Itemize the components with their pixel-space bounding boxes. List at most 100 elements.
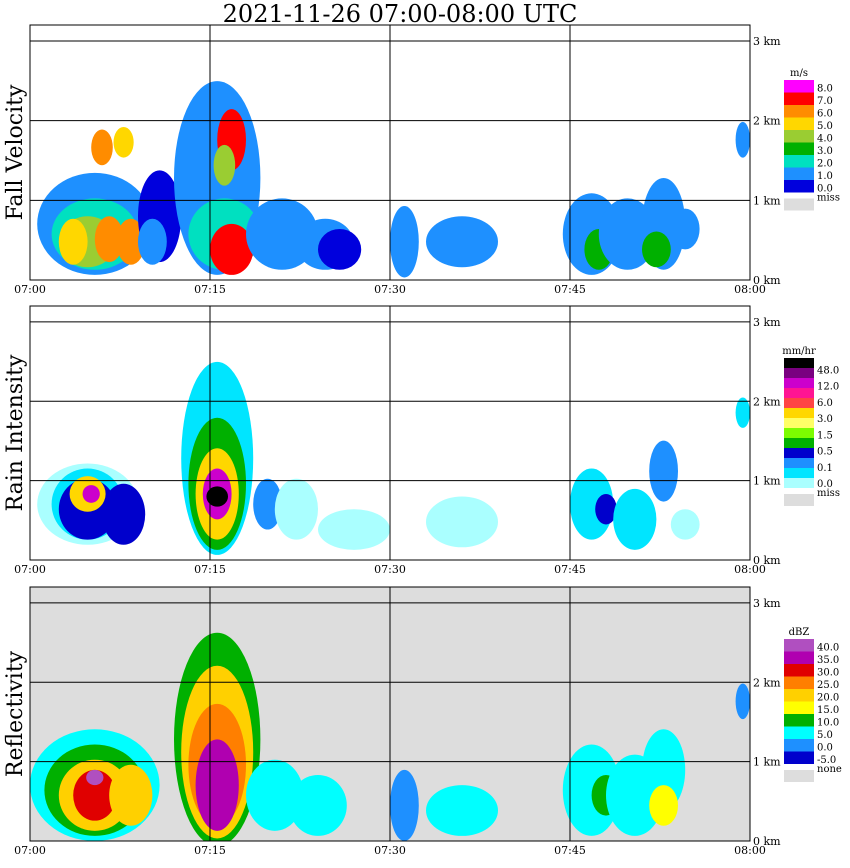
y-tick-label: 3 km — [753, 597, 781, 610]
legend-label: 15.0 — [817, 705, 839, 716]
echo-cell — [102, 483, 146, 545]
y-tick-label: 1 km — [753, 475, 781, 488]
reflectivity-panel: 07:00 07:15 07:30 07:45 08:000 km 1 km 2 km 3 k… — [3, 586, 842, 857]
legend-swatch — [784, 438, 814, 448]
legend-swatch — [784, 689, 814, 702]
legend-label: 4.0 — [817, 134, 833, 145]
echo-cell — [206, 486, 228, 507]
echo-cell — [210, 223, 254, 275]
legend-swatch — [784, 80, 814, 93]
echo-cell — [138, 218, 167, 265]
legend-label: 10.0 — [817, 718, 839, 729]
echo-cell — [253, 478, 282, 530]
echo-cell — [245, 759, 304, 831]
legend-swatch — [784, 105, 814, 118]
echo-cell — [670, 208, 700, 250]
echo-field — [30, 632, 750, 841]
legend-label: 6.0 — [817, 109, 833, 120]
legend-swatch — [784, 408, 814, 418]
color-legend: dBZ 40.035.0 30.025.0 20.015.0 10.05.0 0.0-5.… — [784, 627, 842, 782]
legend-label: 12.0 — [817, 382, 839, 393]
legend-swatch — [784, 180, 814, 193]
legend-swatch — [784, 478, 814, 488]
x-tick-label: 07:45 — [554, 283, 586, 296]
echo-cell — [649, 440, 678, 502]
legend-swatch — [784, 751, 814, 764]
x-tick-label: 07:30 — [374, 283, 406, 296]
echo-cell — [318, 509, 390, 550]
plot-frame — [29, 586, 751, 842]
legend-swatch — [784, 468, 814, 478]
echo-cell — [613, 488, 657, 550]
y-tick-label: 0 km — [753, 554, 781, 567]
y-tick-label: 2 km — [753, 676, 781, 689]
echo-cell — [649, 785, 678, 826]
echo-field — [37, 81, 750, 278]
echo-cell — [109, 764, 153, 826]
legend-label: 0.0 — [817, 479, 833, 490]
echo-cell — [116, 218, 146, 265]
legend-swatch — [784, 358, 814, 368]
legend-label: 0.0 — [817, 743, 833, 754]
legend-label: 3.0 — [817, 414, 833, 425]
x-tick-label: 08:00 — [734, 283, 766, 296]
y-tick-label: 3 km — [753, 316, 781, 329]
legend-swatch — [784, 130, 814, 143]
legend-swatch — [784, 726, 814, 739]
echo-cell — [390, 769, 419, 841]
echo-cell — [289, 774, 347, 836]
legend-swatch — [784, 388, 814, 398]
legend-label: 1.5 — [817, 430, 833, 441]
legend-swatch — [784, 664, 814, 677]
y-tick-label: 1 km — [753, 194, 781, 207]
legend-unit: dBZ — [789, 627, 810, 638]
legend-swatch — [784, 428, 814, 438]
legend-swatch — [784, 117, 814, 130]
echo-cell — [390, 206, 419, 278]
echo-cell — [735, 121, 750, 158]
y-tick-label: 2 km — [753, 395, 781, 408]
y-tick-label: 1 km — [753, 756, 781, 769]
legend-missing-label: none — [817, 764, 842, 775]
echo-cell — [82, 485, 100, 503]
legend-label: 5.0 — [817, 121, 833, 132]
y-tick-label: 2 km — [753, 115, 781, 128]
x-tick-label: 07:15 — [194, 283, 226, 296]
echo-cell — [58, 218, 88, 265]
echo-cell — [426, 216, 498, 268]
legend-label: 20.0 — [817, 693, 839, 704]
x-tick-label: 07:45 — [554, 563, 586, 576]
y-tick-label: 0 km — [753, 835, 781, 848]
legend-missing-swatch — [784, 494, 814, 506]
x-tick-label: 08:00 — [734, 844, 766, 857]
legend-swatch — [784, 155, 814, 168]
echo-cell — [318, 229, 362, 270]
echo-cell — [735, 683, 750, 720]
legend-label: -5.0 — [817, 755, 836, 766]
x-tick-label: 08:00 — [734, 563, 766, 576]
legend-label: 1.0 — [817, 171, 833, 182]
legend-swatch — [784, 458, 814, 468]
echo-cell — [113, 127, 134, 158]
y-tick-label: 0 km — [753, 274, 781, 287]
echo-cell — [735, 397, 750, 428]
echo-cell — [86, 769, 104, 786]
legend-label: 8.0 — [817, 84, 833, 95]
y-tick-label: 3 km — [753, 35, 781, 48]
x-tick-label: 07:30 — [374, 844, 406, 857]
x-tick-label: 07:30 — [374, 563, 406, 576]
x-tick-label: 07:00 — [14, 844, 46, 857]
x-tick-label: 07:15 — [194, 563, 226, 576]
echo-cell — [274, 478, 318, 540]
echo-cell — [595, 493, 617, 525]
legend-label: 6.0 — [817, 398, 833, 409]
legend-label: 2.0 — [817, 159, 833, 170]
echo-cell — [91, 129, 113, 166]
echo-cell — [598, 198, 657, 270]
legend-missing-swatch — [784, 198, 814, 211]
legend-missing-label: miss — [817, 193, 840, 204]
legend-missing-label: miss — [817, 488, 840, 499]
